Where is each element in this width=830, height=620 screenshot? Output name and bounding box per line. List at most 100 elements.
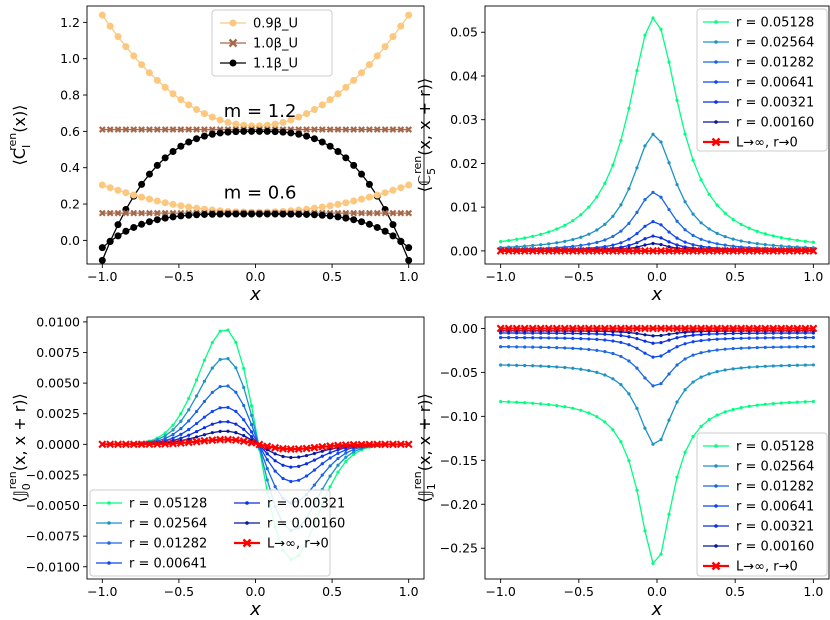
data-point: [795, 238, 799, 242]
data-point: [563, 223, 567, 227]
data-point: [342, 209, 350, 217]
data-point: [811, 240, 815, 244]
data-point: [723, 211, 727, 215]
series-r-0.01282: [499, 190, 815, 252]
data-point: [707, 332, 711, 336]
data-point: [761, 324, 770, 333]
data-point: [234, 340, 238, 344]
y-tick-label: 0.03: [450, 112, 478, 127]
data-point: [691, 243, 695, 247]
series-r-0.02564: [499, 132, 815, 250]
legend-marker: [714, 60, 718, 64]
data-point: [801, 246, 810, 255]
legend-label: 0.9β_U: [253, 17, 298, 32]
data-point: [579, 347, 583, 351]
legend-marker: [245, 501, 249, 505]
legend-marker: [107, 561, 111, 565]
data-point: [271, 120, 279, 128]
data-point: [226, 328, 230, 332]
data-point: [358, 195, 366, 203]
data-point: [579, 408, 583, 412]
data-point: [651, 384, 655, 388]
data-point: [106, 184, 114, 192]
chart-panel-1: −1.0 −0.5 0.0 0.5 1.0 0.0 0.2 0.4 0.6 0.8 1.0 1.2 x ⟨…: [6, 5, 425, 305]
data-point: [539, 243, 543, 247]
data-point: [643, 224, 647, 228]
data-point: [187, 396, 191, 400]
data-point: [683, 245, 687, 249]
data-point: [611, 214, 615, 218]
data-point: [771, 331, 775, 335]
legend-marker: [107, 521, 111, 525]
data-point: [218, 384, 222, 389]
data-point: [358, 69, 366, 77]
data-point: [643, 144, 647, 148]
data-point: [122, 43, 130, 51]
data-point: [279, 444, 287, 453]
data-point: [249, 404, 254, 408]
data-point: [659, 236, 663, 240]
data-point: [328, 464, 332, 468]
data-point: [240, 127, 248, 135]
y-tick-label: 0.05: [450, 25, 478, 40]
data-point: [659, 382, 663, 386]
series-line: [500, 332, 814, 344]
series-0.9-U: [98, 181, 413, 216]
data-point: [683, 450, 687, 454]
data-point: [659, 438, 663, 442]
data-point: [145, 195, 153, 203]
data-point: [659, 333, 663, 338]
data-point: [179, 436, 183, 440]
x-tick-label: −0.5: [164, 584, 194, 599]
data-point: [755, 229, 759, 233]
data-point: [381, 227, 389, 235]
data-point: [512, 324, 521, 333]
data-point: [571, 406, 575, 410]
data-point: [563, 365, 567, 370]
data-point: [248, 210, 256, 218]
data-point: [114, 33, 122, 41]
data-point: [619, 241, 623, 245]
data-point: [651, 241, 655, 246]
data-point: [795, 400, 799, 404]
data-point: [563, 405, 567, 409]
data-point: [146, 209, 153, 217]
data-point: [643, 33, 647, 37]
data-point: [381, 43, 389, 51]
data-point: [555, 241, 559, 245]
data-point: [683, 228, 687, 232]
data-point: [242, 434, 246, 438]
data-point: [130, 52, 138, 60]
data-point: [350, 126, 358, 133]
y-tick-label: −0.0025: [26, 467, 80, 482]
y-tick-label: 0.0075: [36, 345, 80, 360]
legend-marker: [714, 120, 718, 124]
data-point: [539, 336, 543, 340]
data-point: [122, 126, 130, 133]
data-point: [755, 336, 759, 340]
series-line: [102, 329, 409, 561]
data-point: [304, 453, 309, 458]
data-point: [265, 458, 269, 462]
data-point: [185, 211, 193, 219]
data-point: [373, 191, 381, 199]
legend-label: r = 0.05128: [129, 497, 207, 512]
data-point: [811, 399, 815, 404]
data-point: [249, 430, 254, 434]
data-point: [683, 334, 687, 338]
data-point: [568, 324, 577, 333]
y-tick-label: 0.0050: [36, 376, 80, 391]
data-point: [643, 237, 647, 241]
data-point: [539, 364, 543, 368]
data-point: [755, 242, 759, 246]
data-point: [295, 210, 303, 218]
data-point: [318, 101, 326, 109]
data-point: [312, 458, 317, 462]
series-line: [101, 213, 410, 249]
data-point: [138, 193, 146, 201]
data-point: [675, 98, 679, 103]
y-label-part: (x, x + r)⟩: [415, 393, 434, 471]
data-point: [365, 61, 373, 69]
legend-label: r = 0.00641: [736, 500, 814, 515]
data-point: [611, 234, 615, 239]
